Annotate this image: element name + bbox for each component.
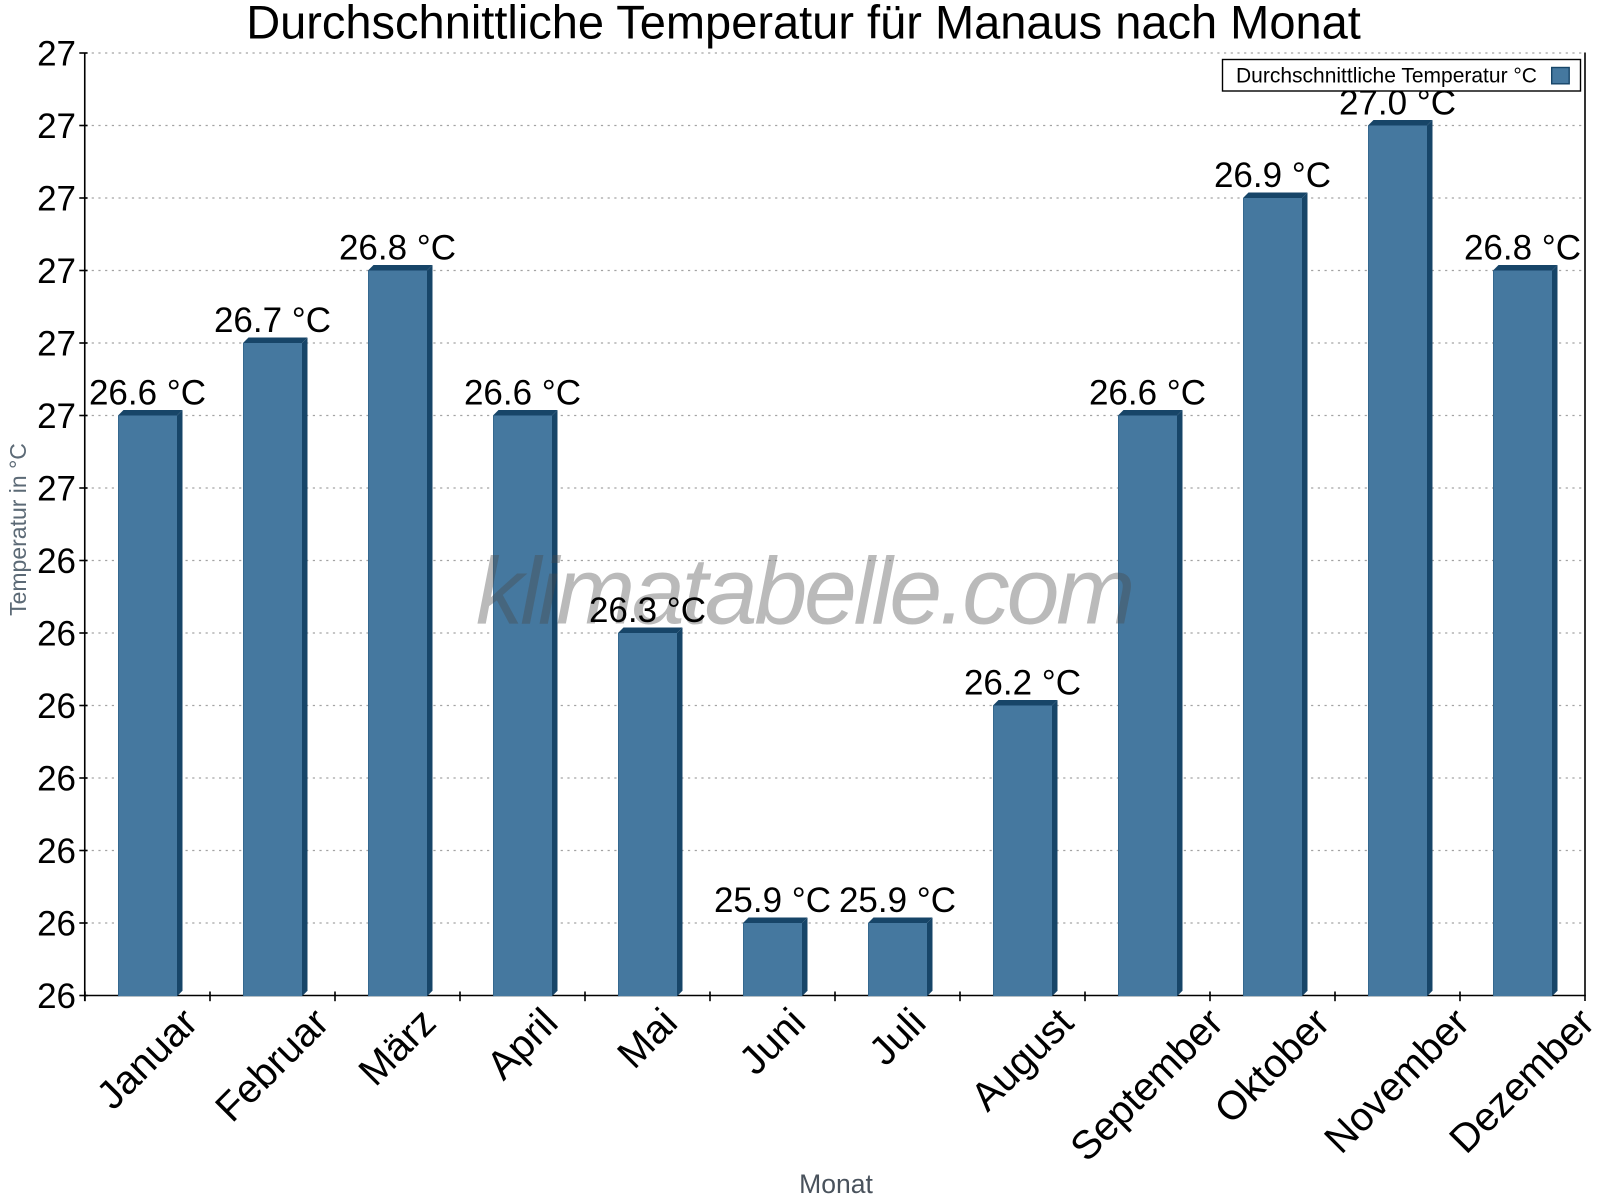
svg-text:25.9 °C: 25.9 °C	[839, 881, 956, 920]
svg-text:26: 26	[37, 832, 76, 871]
svg-text:27: 27	[37, 252, 76, 291]
svg-text:26.6 °C: 26.6 °C	[1089, 374, 1206, 413]
svg-text:27: 27	[37, 107, 76, 146]
svg-text:26: 26	[37, 905, 76, 944]
svg-text:26.8 °C: 26.8 °C	[1464, 229, 1581, 268]
svg-text:26: 26	[37, 615, 76, 654]
svg-text:26: 26	[37, 687, 76, 726]
svg-text:27: 27	[37, 470, 76, 509]
svg-text:25.9 °C: 25.9 °C	[714, 881, 831, 920]
svg-text:26.2 °C: 26.2 °C	[964, 664, 1081, 703]
svg-text:26: 26	[37, 760, 76, 799]
svg-text:26.3 °C: 26.3 °C	[589, 591, 706, 630]
svg-text:27: 27	[37, 180, 76, 219]
svg-text:26: 26	[37, 542, 76, 581]
svg-text:27: 27	[37, 397, 76, 436]
svg-text:26.7 °C: 26.7 °C	[214, 301, 331, 340]
svg-text:Monat: Monat	[799, 1169, 873, 1199]
svg-text:klimatabelle.com: klimatabelle.com	[476, 539, 1132, 645]
svg-text:27: 27	[37, 325, 76, 364]
svg-text:26: 26	[37, 977, 76, 1016]
svg-text:26.6 °C: 26.6 °C	[464, 374, 581, 413]
svg-text:Durchschnittliche Temperatur °: Durchschnittliche Temperatur °C	[1236, 65, 1537, 88]
svg-text:Durchschnittliche Temperatur f: Durchschnittliche Temperatur für Manaus …	[246, 0, 1361, 49]
svg-text:Temperatur in °C: Temperatur in °C	[5, 443, 31, 616]
svg-text:27: 27	[37, 35, 76, 74]
svg-text:26.8 °C: 26.8 °C	[339, 229, 456, 268]
svg-text:26.9 °C: 26.9 °C	[1214, 156, 1331, 195]
svg-text:26.6 °C: 26.6 °C	[89, 374, 206, 413]
